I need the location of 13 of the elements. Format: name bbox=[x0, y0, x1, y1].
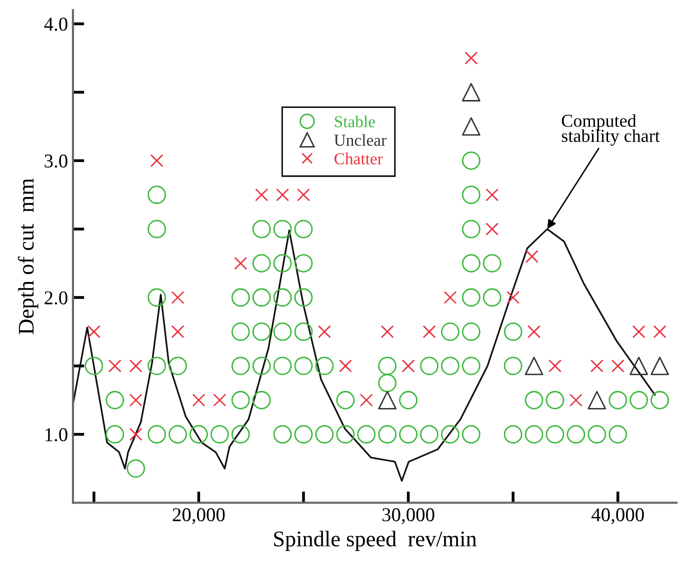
x-tick-label: 40,000 bbox=[592, 508, 644, 524]
y-tick-label: 4.0 bbox=[44, 18, 68, 31]
legend-label: Stable bbox=[334, 116, 375, 128]
x-axis-title: Spindle speed rev/min bbox=[274, 530, 477, 551]
annotation: Computed stability chart bbox=[562, 114, 660, 146]
x-tick-label: 20,000 bbox=[172, 508, 225, 524]
y-tick-label: 3.0 bbox=[44, 154, 68, 168]
y-tick-label: 1.0 bbox=[46, 428, 68, 442]
y-axis-title: Depth of cut mm bbox=[18, 178, 38, 334]
legend-label: Unclear bbox=[334, 134, 386, 146]
x-tick-label: 30,000 bbox=[382, 508, 434, 524]
legend-label: Chatter bbox=[334, 152, 383, 164]
y-tick-label: 2.0 bbox=[44, 291, 68, 305]
